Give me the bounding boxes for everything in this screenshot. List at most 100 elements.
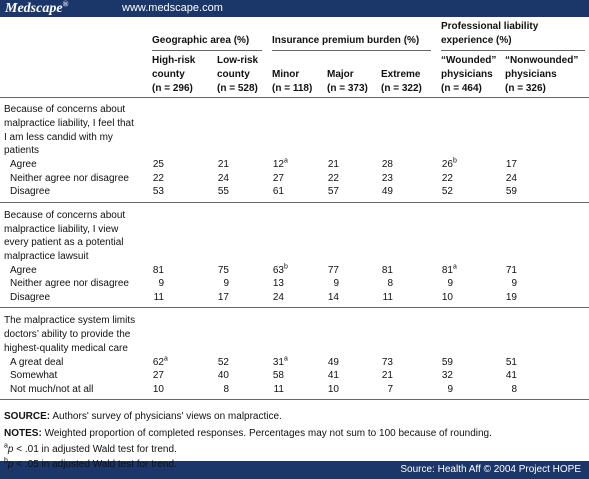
url: www.medscape.com (122, 2, 223, 14)
cell: 7 (381, 384, 393, 396)
section-rule (0, 307, 589, 309)
cell: 10 (327, 384, 339, 396)
cell: 63b (272, 263, 288, 277)
cell-value: 22 (152, 172, 164, 184)
column-header: High-risk (152, 55, 196, 66)
cell: 10 (152, 384, 164, 396)
cell: 52 (217, 357, 229, 369)
cell-value: 81 (152, 264, 164, 276)
cell-value: 9 (447, 278, 453, 290)
cell-value: 81 (381, 264, 393, 276)
footnote-text: < .05 in adjusted Wald test for trend. (13, 459, 177, 471)
cell-footnote-mark: b (284, 263, 288, 271)
cell-value: 7 (387, 383, 393, 395)
cell: 51 (505, 357, 517, 369)
cell-value: 52 (217, 356, 229, 368)
cell: 59 (441, 357, 453, 369)
cell-value: 8 (511, 383, 517, 395)
footnote-text: < .01 in adjusted Wald test for trend. (13, 444, 177, 456)
notes-text: Weighted proportion of completed respons… (44, 428, 492, 440)
footnote: ap < .01 in adjusted Wald test for trend… (4, 443, 177, 456)
cell: 9 (217, 278, 229, 290)
cell-value: 24 (505, 172, 517, 184)
cell: 13 (272, 278, 284, 290)
question: malpractice liability, I view (4, 223, 119, 235)
cell: 58 (272, 370, 284, 382)
cell-value: 11 (382, 291, 393, 303)
cell-value: 22 (441, 172, 453, 184)
group-rule (152, 50, 262, 51)
brand-name: Medscape (5, 1, 63, 16)
cell: 19 (505, 292, 517, 304)
cell: 27 (152, 370, 164, 382)
cell: 59 (505, 186, 517, 198)
column-header: county (152, 69, 185, 80)
source-label: SOURCE: (4, 411, 51, 423)
cell-value: 24 (272, 291, 284, 303)
cell-value: 58 (272, 370, 284, 382)
cell: 9 (327, 278, 339, 290)
cell-footnote-mark: a (284, 355, 288, 363)
cell-value: 31 (272, 356, 284, 368)
cell-value: 21 (217, 159, 229, 171)
header-bar: Medscape® www.medscape.com (0, 0, 589, 17)
column-header: “Nonwounded” (505, 55, 579, 66)
cell: 62a (152, 355, 168, 369)
cell: 21 (381, 370, 393, 382)
cell: 24 (505, 173, 517, 185)
notes-label: NOTES: (4, 428, 42, 440)
cell-value: 23 (381, 172, 393, 184)
group-rule (272, 50, 431, 51)
cell: 28 (381, 159, 393, 171)
cell-value: 81 (441, 264, 453, 276)
cell: 22 (327, 173, 339, 185)
row-label: Agree (10, 264, 37, 276)
cell-footnote-mark: b (453, 157, 457, 165)
question: malpractice lawsuit (4, 251, 89, 263)
cell: 26b (441, 157, 457, 171)
column-header: Extreme (381, 69, 421, 80)
group-header: experience (%) (441, 35, 512, 46)
cell: 55 (217, 186, 229, 198)
cell-value: 27 (152, 370, 164, 382)
cell-value: 11 (273, 383, 284, 395)
cell-value: 57 (327, 186, 339, 198)
cell-value: 10 (152, 383, 164, 395)
cell: 81a (441, 264, 457, 277)
row-label: Disagree (10, 186, 51, 198)
section-rule (0, 399, 589, 401)
cell: 27 (272, 173, 284, 185)
cell-value: 12 (272, 159, 284, 171)
cell: 17 (217, 292, 229, 304)
question: Because of concerns about (4, 209, 126, 221)
cell-value: 8 (387, 278, 393, 290)
cell-value: 52 (441, 186, 453, 198)
footnote: bp < .05 in adjusted Wald test for trend… (4, 458, 177, 471)
cell-value: 59 (441, 356, 453, 368)
cell-value: 51 (505, 356, 517, 368)
section-rule (0, 201, 589, 203)
cell: 57 (327, 186, 339, 198)
cell: 32 (441, 370, 453, 382)
cell-value: 53 (152, 186, 164, 198)
cell-value: 32 (441, 370, 453, 382)
cell-value: 71 (505, 264, 517, 276)
row-label: Disagree (10, 291, 51, 303)
cell-value: 63 (272, 264, 284, 276)
cell-value: 22 (327, 172, 339, 184)
cell: 49 (327, 357, 339, 369)
cell-value: 10 (441, 291, 453, 303)
cell: 71 (505, 265, 517, 277)
column-header: physicians (441, 69, 493, 80)
cell: 41 (505, 370, 517, 382)
question: doctors’ ability to provide the (4, 329, 131, 341)
cell-value: 49 (381, 186, 393, 198)
group-rule (441, 50, 585, 51)
cell-value: 40 (217, 370, 229, 382)
cell: 24 (272, 292, 284, 304)
cell: 11 (272, 384, 284, 396)
cell: 25 (152, 159, 164, 171)
cell: 11 (152, 292, 164, 304)
cell: 31a (272, 355, 288, 369)
cell: 41 (327, 370, 339, 382)
